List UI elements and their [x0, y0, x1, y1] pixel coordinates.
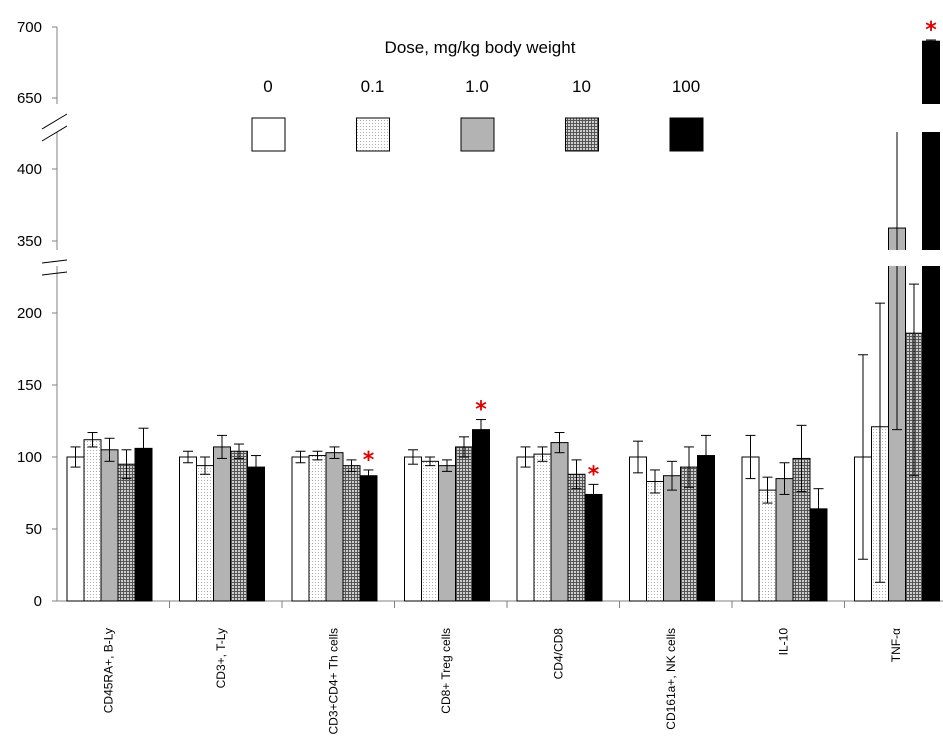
legend-swatch [356, 117, 390, 152]
bar [421, 460, 439, 602]
y-tick-label: 100 [17, 449, 42, 466]
bar [134, 447, 153, 602]
bar [117, 463, 136, 602]
bar [325, 452, 344, 602]
legend-label: 100 [672, 77, 700, 96]
category-label: CD4/CD8 [552, 628, 566, 680]
bar [629, 456, 647, 602]
y-tick-label: 200 [17, 305, 42, 322]
bar [359, 475, 378, 602]
bar [66, 456, 85, 602]
category-label: CD45RA+, B-Ly [102, 628, 116, 713]
bar [438, 465, 456, 602]
bar [646, 480, 664, 602]
category-label: CD161a+, NK cells [664, 628, 678, 730]
y-tick-label: 650 [17, 90, 42, 107]
bar [455, 446, 473, 602]
legend-swatch [565, 117, 599, 152]
legend-swatch [460, 117, 495, 152]
category-label: TNF-α [889, 628, 903, 662]
bar [404, 456, 422, 602]
bar [516, 456, 535, 602]
bar [550, 442, 569, 602]
bar [342, 465, 361, 602]
significance-star: * [588, 462, 600, 487]
bar [291, 456, 310, 602]
category-label: CD3+CD4+ Th cells [327, 628, 341, 735]
legend: Dose, mg/kg body weight 0 0.1 1.0 10 100 [251, 38, 704, 152]
axis-break-mark [41, 125, 68, 142]
y-tick-label: 50 [25, 521, 42, 538]
bar [663, 475, 681, 602]
bar [308, 455, 327, 602]
bar [196, 465, 214, 602]
bar [775, 478, 794, 602]
legend-title: Dose, mg/kg body weight [385, 38, 576, 57]
legend-swatch [669, 117, 704, 152]
axis-break-mark [41, 113, 68, 130]
axis-break-mark [41, 259, 68, 264]
category-label: IL-10 [777, 628, 791, 656]
bar [533, 453, 552, 602]
bar [230, 450, 248, 602]
bar [567, 473, 586, 602]
bar [179, 456, 197, 602]
bar [697, 455, 715, 602]
legend-label: 0 [263, 77, 272, 96]
significance-star: * [363, 448, 375, 473]
bar [247, 466, 265, 602]
legend-swatch [251, 117, 286, 152]
category-label: CD8+ Treg cells [439, 628, 453, 714]
bar [472, 429, 490, 602]
significance-marks: * * * * [363, 18, 938, 487]
bar [758, 489, 777, 602]
y-tick-label: 700 [17, 19, 42, 36]
axis-break-gap [0, 250, 943, 266]
bar [83, 439, 102, 602]
bars-layer [66, 39, 940, 602]
significance-star: * [925, 18, 937, 43]
category-label: CD3+, T-Ly [214, 628, 228, 688]
bar [100, 449, 119, 602]
legend-label: 10 [572, 77, 591, 96]
significance-star: * [475, 398, 487, 423]
y-tick-label: 0 [34, 593, 42, 610]
axis-break-mark [41, 271, 68, 276]
legend-label: 1.0 [465, 77, 489, 96]
bar [213, 446, 231, 602]
bar [584, 493, 603, 602]
y-tick-label: 150 [17, 377, 42, 394]
y-tick-label: 400 [17, 161, 42, 178]
legend-label: 0.1 [361, 77, 385, 96]
y-tick-label: 350 [17, 233, 42, 250]
